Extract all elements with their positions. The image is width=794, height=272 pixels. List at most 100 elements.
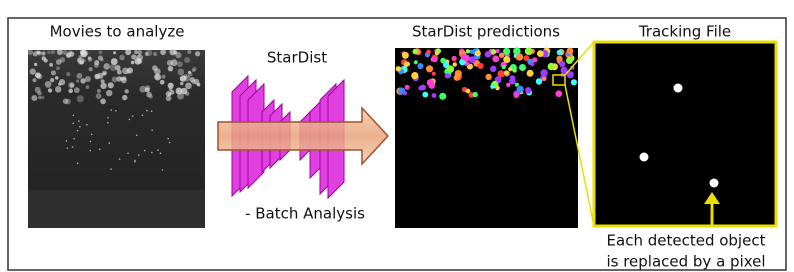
- blob: [154, 68, 161, 75]
- blob: [134, 161, 136, 163]
- blob: [37, 51, 42, 56]
- blob: [68, 82, 75, 89]
- blob: [502, 65, 506, 69]
- blob: [137, 50, 142, 55]
- blob: [403, 91, 407, 95]
- blob: [422, 92, 428, 98]
- blob: [42, 56, 46, 60]
- blob: [426, 49, 431, 54]
- blob: [66, 72, 70, 76]
- blob: [76, 73, 82, 79]
- blob: [136, 134, 138, 136]
- blob: [499, 52, 505, 58]
- blob: [162, 169, 164, 171]
- blob: [566, 57, 573, 64]
- blob: [515, 83, 519, 87]
- blob: [88, 67, 92, 71]
- blob: [77, 95, 84, 102]
- batch-note: - Batch Analysis: [245, 205, 365, 223]
- blob: [154, 74, 159, 79]
- blob: [571, 79, 577, 85]
- blob: [478, 63, 484, 69]
- blob: [185, 83, 192, 90]
- blob: [160, 152, 162, 154]
- blob: [402, 52, 409, 59]
- pixel: [640, 153, 649, 162]
- blob: [116, 76, 121, 81]
- blob: [414, 60, 418, 64]
- blob: [32, 78, 36, 82]
- blob: [86, 124, 88, 126]
- blob: [178, 69, 185, 76]
- blob: [99, 148, 101, 150]
- blob: [119, 55, 124, 60]
- blob: [144, 150, 146, 152]
- blob: [69, 52, 74, 57]
- blob: [47, 51, 50, 54]
- blob: [537, 50, 544, 57]
- blob: [460, 54, 466, 60]
- blob: [432, 56, 438, 62]
- blob: [503, 48, 510, 55]
- blob: [153, 52, 157, 56]
- blob: [184, 57, 190, 63]
- blob: [417, 63, 423, 69]
- blob: [139, 86, 146, 93]
- blob: [530, 62, 534, 66]
- movie-image: [28, 49, 205, 228]
- blob: [60, 57, 65, 62]
- predictions-image: [395, 47, 578, 228]
- blob: [508, 67, 512, 71]
- blob: [405, 85, 410, 90]
- blob: [98, 56, 103, 61]
- blob: [129, 119, 131, 121]
- blob: [110, 109, 112, 111]
- blob: [73, 138, 75, 140]
- blob: [525, 47, 533, 55]
- blob: [427, 79, 434, 86]
- blob: [94, 63, 99, 68]
- blob: [80, 78, 85, 83]
- movie-band: [28, 190, 205, 228]
- blob: [559, 61, 565, 67]
- blob: [110, 64, 117, 71]
- blob: [115, 110, 117, 112]
- tracking-label: Tracking File: [638, 23, 731, 41]
- blob: [127, 153, 129, 155]
- blob: [177, 93, 184, 100]
- blob: [160, 80, 165, 85]
- blob: [169, 88, 173, 92]
- blob: [77, 130, 79, 132]
- blob: [169, 142, 171, 144]
- blob: [475, 50, 481, 56]
- blob: [34, 63, 37, 66]
- blob: [555, 90, 562, 97]
- blob: [80, 50, 85, 55]
- blob: [445, 73, 450, 78]
- blob: [89, 150, 91, 152]
- blob: [106, 90, 112, 96]
- blob: [485, 51, 492, 58]
- blob: [51, 50, 56, 55]
- blob: [145, 52, 149, 56]
- blob: [77, 163, 79, 165]
- blob: [59, 79, 65, 85]
- blob: [66, 140, 68, 142]
- blob: [107, 122, 109, 124]
- pixel: [674, 84, 683, 93]
- blob: [126, 69, 131, 74]
- blob: [513, 69, 517, 73]
- blob: [426, 65, 433, 72]
- blob: [63, 99, 69, 105]
- blob: [35, 72, 41, 78]
- blob: [110, 168, 112, 170]
- blob: [97, 89, 101, 93]
- blob: [490, 84, 495, 89]
- blob: [51, 70, 56, 75]
- blob: [542, 77, 546, 81]
- blob: [111, 58, 118, 65]
- blob: [435, 51, 439, 55]
- predictions-label: StarDist predictions: [412, 23, 560, 41]
- blob: [28, 50, 33, 55]
- blob: [55, 76, 59, 80]
